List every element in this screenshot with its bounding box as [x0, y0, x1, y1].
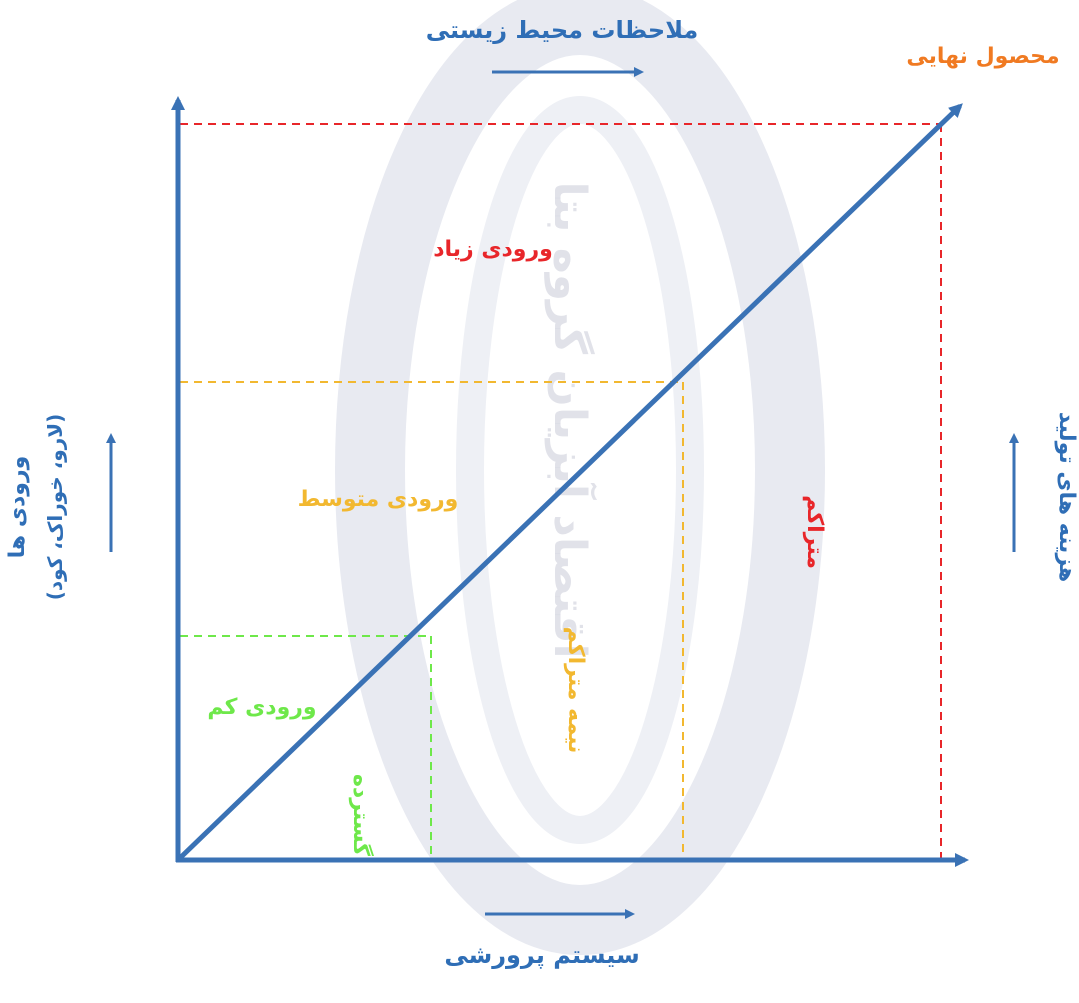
- bottom-title: سیستم پرورشی: [444, 941, 639, 969]
- axes: [171, 96, 969, 867]
- watermark: اقتصاد آبزیان گروه بتا: [335, 0, 825, 955]
- direction-arrows: [106, 67, 1019, 919]
- low-input-label: ورودی کم: [207, 695, 316, 720]
- high-input-label: ورودی زیاد: [433, 237, 553, 262]
- left-axis-label-line1: ورودی ها: [5, 456, 30, 559]
- watermark-inner-ring: [456, 96, 704, 844]
- semi-intensive-label: نیمه متراکم: [563, 627, 588, 754]
- labels: ملاحظات محیط زیستی محصول نهایی سیستم پرو…: [5, 16, 1079, 969]
- diagonal-trend-line: [178, 103, 963, 860]
- final-product-label: محصول نهایی: [906, 44, 1059, 69]
- left-axis-label-line2: (لارو، خوراک، کود): [43, 414, 67, 600]
- medium-input-label: ورودی متوسط: [298, 487, 459, 512]
- top-title: ملاحظات محیط زیستی: [426, 16, 699, 44]
- guides: [180, 123, 942, 860]
- extensive-label: گسترده: [348, 774, 375, 856]
- intensive-label: متراکم: [802, 495, 827, 569]
- watermark-outer-ring: [335, 0, 825, 955]
- right-axis-label: هزینه های تولید: [1054, 412, 1079, 583]
- watermark-text: اقتصاد آبزیان گروه بتا: [544, 181, 598, 658]
